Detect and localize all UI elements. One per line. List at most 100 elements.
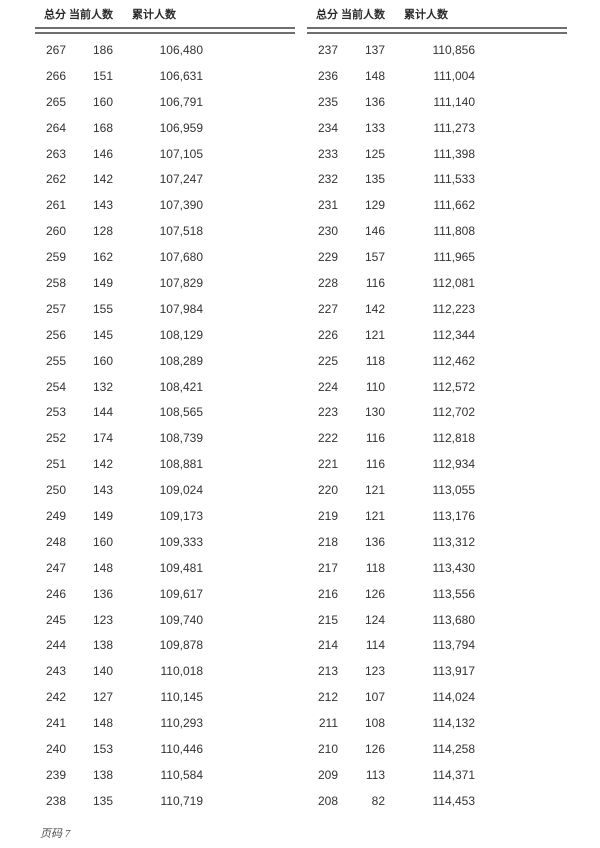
table-row: 247 148 109,481 <box>35 555 295 581</box>
table-row: 215 124 113,680 <box>307 607 567 633</box>
table-row: 232 135 111,533 <box>307 166 567 192</box>
cell-total-score: 238 <box>45 793 66 808</box>
cell-current-count: 138 <box>92 638 113 653</box>
cell-cumulative-count: 107,518 <box>159 224 203 239</box>
table-row: 257 155 107,984 <box>35 296 295 322</box>
cell-cumulative-count: 112,572 <box>432 379 476 394</box>
cell-current-count: 135 <box>92 793 113 808</box>
cell-cumulative-count: 108,129 <box>159 327 203 342</box>
cell-total-score: 235 <box>317 94 338 109</box>
cell-current-count: 155 <box>92 301 113 316</box>
cell-cumulative-count: 111,965 <box>433 250 475 265</box>
cell-total-score: 252 <box>45 431 66 446</box>
table-row: 208 82 114,453 <box>307 788 567 814</box>
score-table-left: 总分 当前人数 累计人数 267 186 106,480 266 151 106,631 2… <box>35 8 295 814</box>
cell-total-score: 254 <box>45 379 66 394</box>
cell-total-score: 228 <box>317 275 338 290</box>
table-row: 262 142 107,247 <box>35 166 295 192</box>
cell-current-count: 135 <box>364 172 385 187</box>
cell-cumulative-count: 106,480 <box>159 42 203 57</box>
cell-cumulative-count: 108,289 <box>159 353 203 368</box>
cell-current-count: 136 <box>364 534 385 549</box>
table-row: 252 174 108,739 <box>35 425 295 451</box>
cell-cumulative-count: 109,740 <box>159 612 203 627</box>
cell-total-score: 256 <box>45 327 66 342</box>
cell-total-score: 248 <box>45 534 66 549</box>
cell-cumulative-count: 106,791 <box>159 94 203 109</box>
table-row: 259 162 107,680 <box>35 244 295 270</box>
cell-current-count: 107 <box>364 690 385 705</box>
cell-current-count: 143 <box>92 198 113 213</box>
cell-current-count: 121 <box>364 483 385 498</box>
cell-cumulative-count: 107,247 <box>159 172 203 187</box>
cell-cumulative-count: 110,719 <box>160 793 204 808</box>
cell-current-count: 142 <box>92 457 113 472</box>
cell-current-count: 146 <box>92 146 113 161</box>
cell-total-score: 257 <box>45 301 66 316</box>
cell-cumulative-count: 107,390 <box>159 198 203 213</box>
cell-cumulative-count: 109,333 <box>159 534 203 549</box>
table-row: 245 123 109,740 <box>35 607 295 633</box>
cell-current-count: 125 <box>364 146 385 161</box>
table-row: 227 142 112,223 <box>307 296 567 322</box>
cell-current-count: 149 <box>92 275 113 290</box>
table-row: 235 136 111,140 <box>307 89 567 115</box>
table-row: 242 127 110,145 <box>35 684 295 710</box>
cell-total-score: 227 <box>317 301 338 316</box>
cell-cumulative-count: 114,453 <box>432 793 476 808</box>
cell-current-count: 148 <box>92 716 113 731</box>
cell-cumulative-count: 106,959 <box>159 120 203 135</box>
cell-cumulative-count: 112,081 <box>432 275 476 290</box>
table-row: 250 143 109,024 <box>35 477 295 503</box>
cell-cumulative-count: 108,739 <box>159 431 203 446</box>
cell-total-score: 249 <box>45 508 66 523</box>
table-row: 244 138 109,878 <box>35 632 295 658</box>
table-body: 237 137 110,856 236 148 111,004 235 136 111,140 2… <box>307 37 567 814</box>
cell-total-score: 264 <box>45 120 66 135</box>
cell-cumulative-count: 113,680 <box>432 612 476 627</box>
cell-total-score: 263 <box>45 146 66 161</box>
cell-current-count: 114 <box>365 638 385 653</box>
cell-current-count: 157 <box>364 250 385 265</box>
table-header-row: 总分 当前人数 累计人数 <box>35 8 295 22</box>
table-row: 214 114 113,794 <box>307 632 567 658</box>
cell-cumulative-count: 109,878 <box>159 638 203 653</box>
cell-total-score: 229 <box>317 250 338 265</box>
cell-cumulative-count: 114,024 <box>432 690 476 705</box>
cell-cumulative-count: 111,273 <box>433 120 475 135</box>
cell-cumulative-count: 112,934 <box>432 457 476 472</box>
cell-cumulative-count: 111,140 <box>433 94 475 109</box>
cell-total-score: 244 <box>45 638 66 653</box>
cell-total-score: 223 <box>317 405 338 420</box>
cell-total-score: 239 <box>45 767 66 782</box>
table-row: 246 136 109,617 <box>35 581 295 607</box>
table-row: 228 116 112,081 <box>307 270 567 296</box>
cell-cumulative-count: 114,258 <box>432 741 476 756</box>
table-row: 267 186 106,480 <box>35 37 295 63</box>
col-header-total-score: 总分 <box>316 9 338 21</box>
cell-current-count: 127 <box>92 690 113 705</box>
header-double-rule <box>307 27 567 34</box>
cell-cumulative-count: 109,617 <box>159 586 203 601</box>
cell-current-count: 142 <box>92 172 113 187</box>
cell-current-count: 143 <box>92 483 113 498</box>
cell-cumulative-count: 110,293 <box>160 716 204 731</box>
cell-cumulative-count: 107,829 <box>159 275 203 290</box>
table-row: 209 113 114,371 <box>307 762 567 788</box>
cell-total-score: 245 <box>45 612 66 627</box>
cell-cumulative-count: 113,055 <box>432 483 476 498</box>
cell-total-score: 222 <box>317 431 338 446</box>
cell-current-count: 129 <box>364 198 385 213</box>
table-row: 230 146 111,808 <box>307 218 567 244</box>
cell-total-score: 211 <box>318 716 338 731</box>
cell-total-score: 209 <box>317 767 338 782</box>
cell-current-count: 148 <box>364 68 385 83</box>
cell-current-count: 153 <box>92 741 113 756</box>
table-row: 240 153 110,446 <box>35 736 295 762</box>
cell-current-count: 118 <box>365 560 385 575</box>
table-row: 238 135 110,719 <box>35 788 295 814</box>
cell-current-count: 174 <box>92 431 113 446</box>
table-row: 265 160 106,791 <box>35 89 295 115</box>
cell-cumulative-count: 107,680 <box>159 250 203 265</box>
table-row: 255 160 108,289 <box>35 348 295 374</box>
